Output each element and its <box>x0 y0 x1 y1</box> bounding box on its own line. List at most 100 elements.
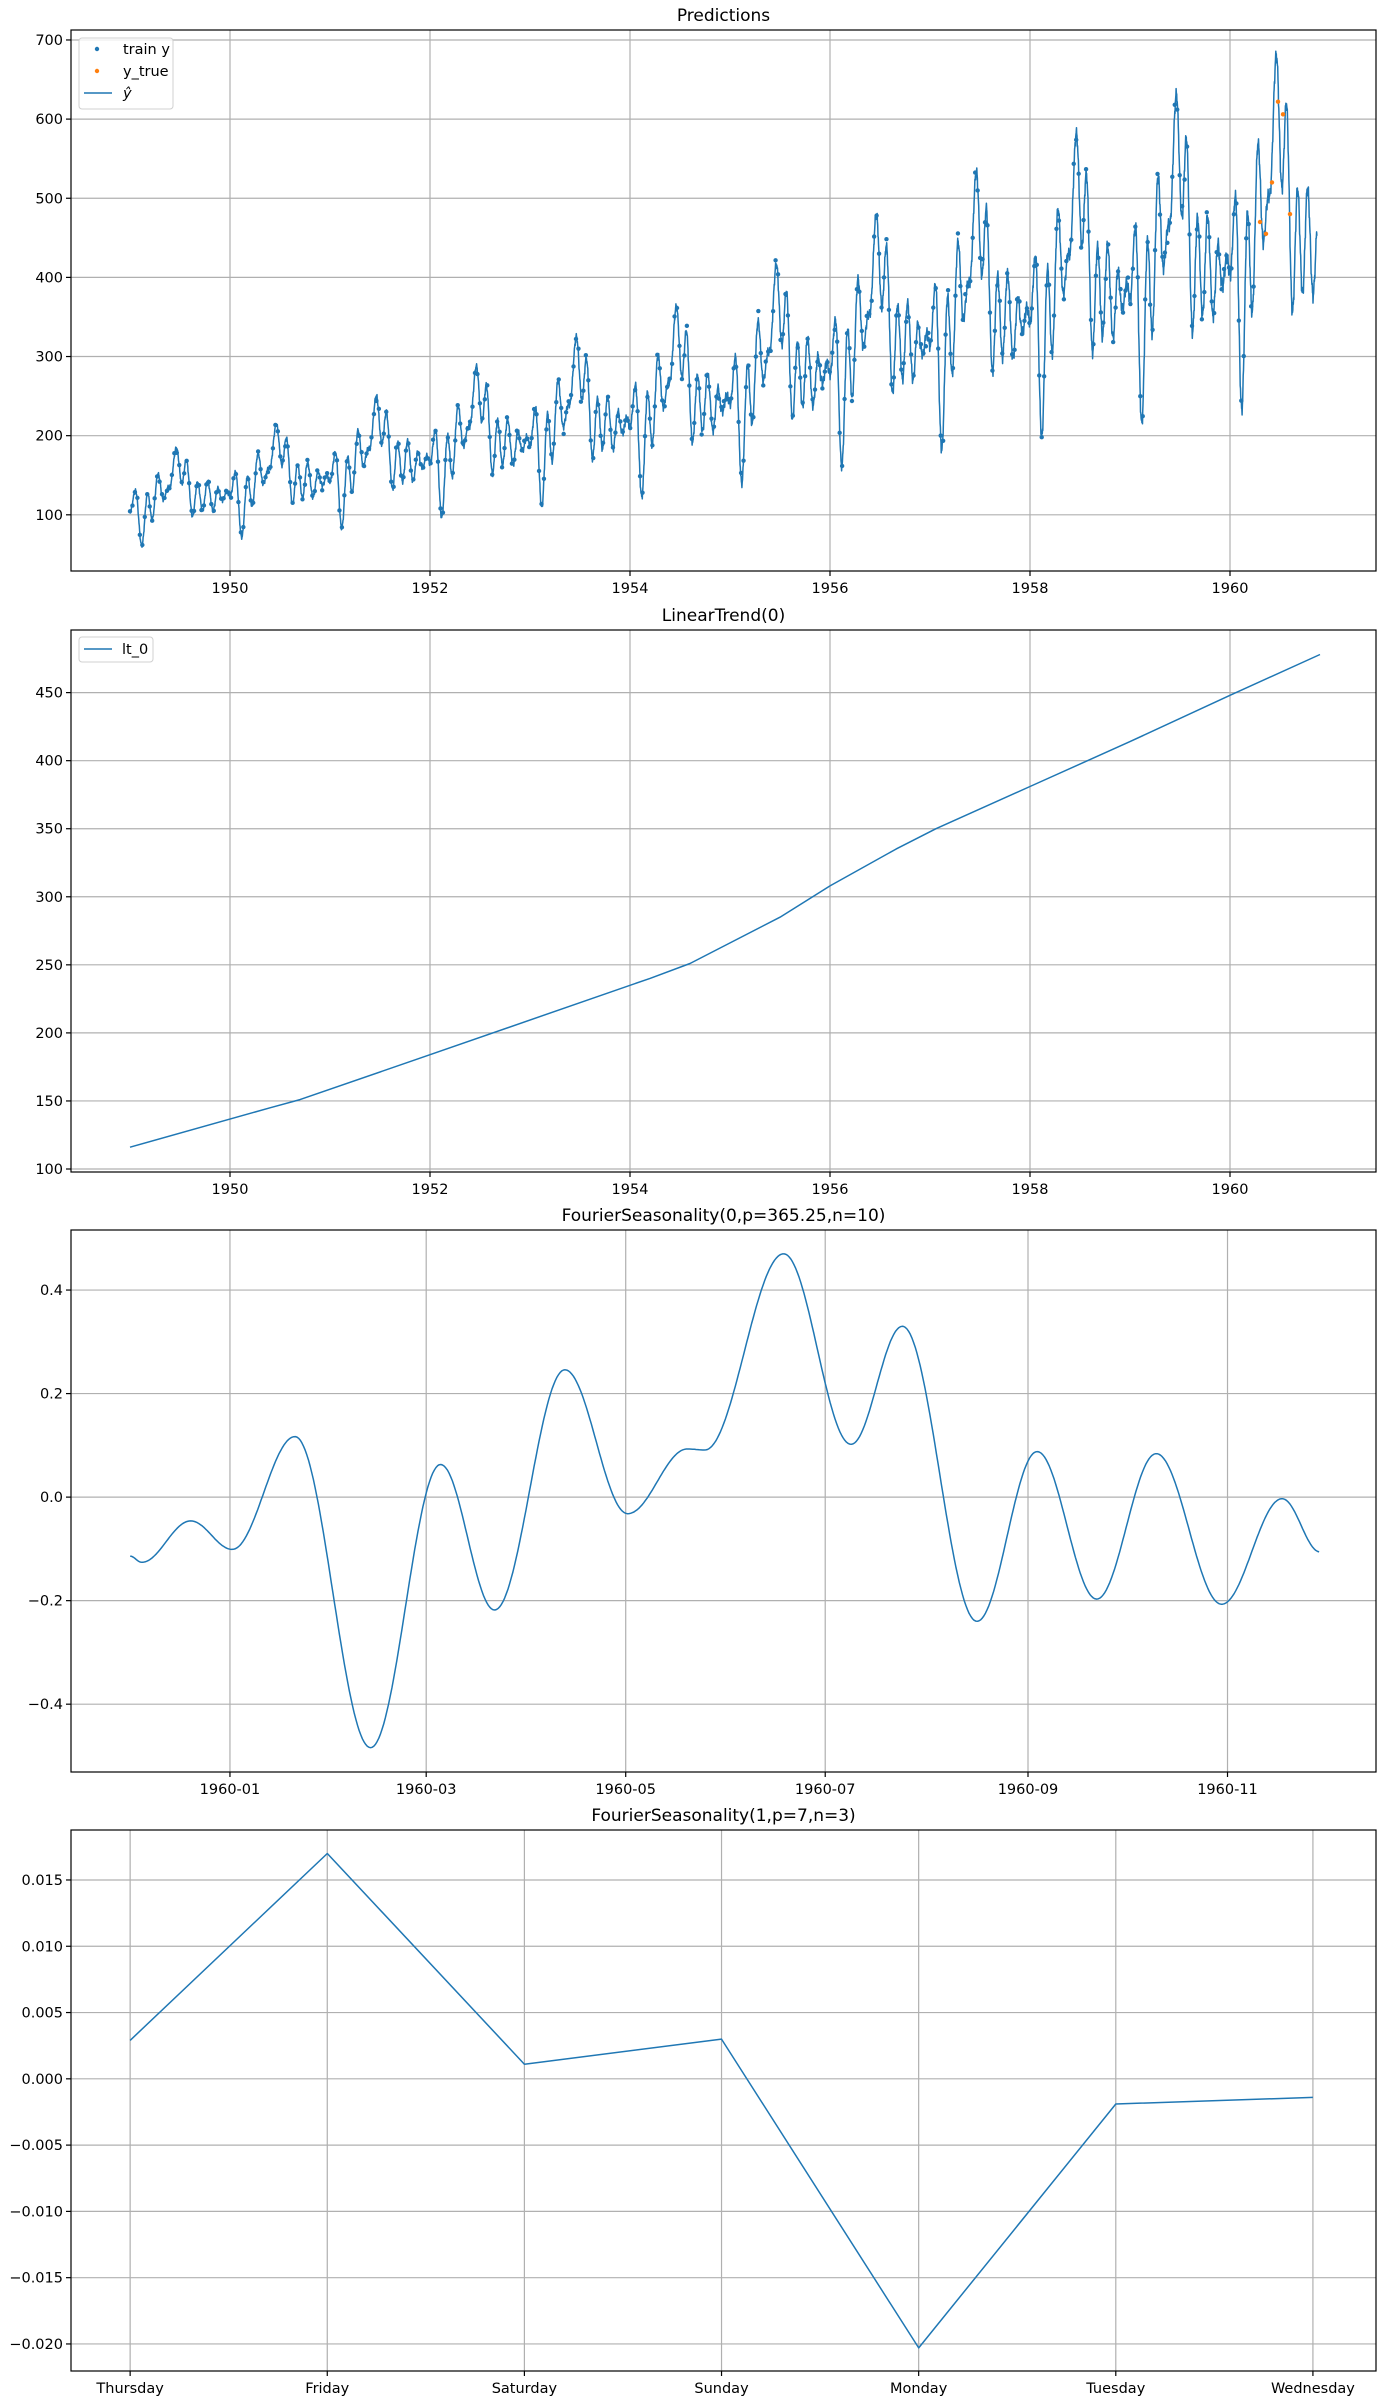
train-y-point <box>1177 172 1182 178</box>
y-tick-label: 200 <box>35 429 63 445</box>
train-y-point <box>485 383 490 388</box>
train-y-point <box>706 384 712 389</box>
x-tick-label: 1960-07 <box>795 1782 856 1798</box>
y-tick-label: 0.2 <box>40 1387 63 1403</box>
train-y-point <box>761 383 766 388</box>
train-y-point <box>421 465 426 470</box>
x-tick-label: Monday <box>890 2381 948 2397</box>
train-y-point <box>246 477 251 482</box>
y-tick-label: 100 <box>35 1162 63 1178</box>
train-y-point <box>255 449 261 454</box>
train-y-point <box>997 298 1003 304</box>
train-y-point <box>167 486 172 491</box>
x-tick-label: 1960-09 <box>998 1782 1059 1798</box>
train-y-point <box>827 369 832 375</box>
train-y-point <box>393 445 399 450</box>
chart-title: FourierSeasonality(1,p=7,n=3) <box>591 1806 855 1826</box>
train-y-point <box>534 412 539 417</box>
x-tick-label: Sunday <box>694 2381 749 2397</box>
train-y-point <box>457 421 463 426</box>
train-y-point <box>696 386 702 391</box>
train-y-point <box>324 470 330 476</box>
chart-title: LinearTrend(0) <box>662 606 785 626</box>
train-y-point <box>901 360 906 366</box>
train-y-point <box>396 441 401 447</box>
train-y-point <box>1157 212 1163 217</box>
y-tick-label: −0.4 <box>28 1697 63 1713</box>
train-y-point <box>137 532 143 538</box>
train-y-point <box>406 441 411 446</box>
train-y-point <box>903 319 909 325</box>
train-y-point <box>149 518 155 523</box>
plot-frame <box>70 29 1377 572</box>
train-y-point <box>1138 394 1143 399</box>
train-y-point <box>482 397 488 402</box>
train-y-point <box>292 481 298 486</box>
train-y-point <box>805 336 810 342</box>
train-y-point <box>679 376 685 382</box>
y-tick-label: 200 <box>35 1026 63 1042</box>
train-y-point <box>857 289 862 294</box>
train-y-point <box>388 479 394 484</box>
train-y-point <box>938 433 943 438</box>
train-y-point <box>467 419 473 424</box>
train-y-point <box>477 401 483 406</box>
train-y-point <box>635 409 640 414</box>
x-tick-label: 1952 <box>412 1182 449 1198</box>
x-tick-label: 1960 <box>1212 1182 1249 1198</box>
train-y-point <box>517 436 522 441</box>
train-y-point <box>603 412 608 417</box>
y-tick-label: 0.010 <box>21 1939 63 1955</box>
train-y-point <box>1118 286 1123 292</box>
train-y-point <box>778 337 783 343</box>
train-y-point <box>539 501 544 507</box>
train-y-point <box>369 435 374 440</box>
train-y-point <box>554 399 559 405</box>
plot-frame <box>70 1829 1377 2372</box>
linear-trend-panel: LinearTrend(0) 1950 1952 1954 1956 1958 1960 10… <box>35 606 1377 1198</box>
train-y-point <box>1182 177 1187 182</box>
train-y-point <box>1005 271 1010 276</box>
train-y-point <box>315 468 320 473</box>
train-y-point <box>401 474 406 480</box>
train-y-point <box>647 416 653 421</box>
train-y-point <box>1101 320 1106 325</box>
train-y-point <box>687 383 692 388</box>
train-y-point <box>968 278 973 284</box>
train-y-point <box>958 283 963 289</box>
train-y-point <box>287 479 293 485</box>
train-y-point <box>588 438 593 443</box>
train-y-point <box>822 369 828 374</box>
train-y-point <box>157 479 162 484</box>
y-tick-label: 600 <box>35 112 63 128</box>
train-y-point <box>408 468 414 473</box>
x-tick-label: 1958 <box>1012 1182 1049 1198</box>
train-y-point <box>509 461 515 466</box>
train-y-point <box>1081 217 1086 223</box>
train-y-point <box>839 463 845 469</box>
train-y-point <box>529 435 534 441</box>
train-y-point <box>940 438 946 443</box>
train-y-point <box>179 480 184 485</box>
y-tick-label: 400 <box>35 754 63 770</box>
train-y-point <box>453 438 458 443</box>
train-y-point <box>494 419 500 424</box>
train-y-point <box>948 351 953 356</box>
train-y-point <box>650 443 655 448</box>
train-y-point <box>704 373 709 378</box>
train-y-point <box>913 340 919 345</box>
train-y-point <box>620 429 626 434</box>
train-y-point <box>879 305 884 310</box>
train-y-point <box>800 400 805 405</box>
train-y-point <box>970 235 975 240</box>
train-y-point <box>1115 269 1121 274</box>
train-y-point <box>812 387 818 392</box>
train-y-point <box>1076 171 1081 176</box>
train-y-point <box>662 404 667 409</box>
legend: train y y_true ŷ <box>78 37 174 110</box>
x-tick-label: 1960-03 <box>396 1782 457 1798</box>
x-tick-label: 1960-01 <box>200 1782 261 1798</box>
x-tick-label: 1960 <box>1212 581 1249 597</box>
x-tick-label: 1954 <box>612 1182 649 1198</box>
train-y-point <box>896 313 901 318</box>
